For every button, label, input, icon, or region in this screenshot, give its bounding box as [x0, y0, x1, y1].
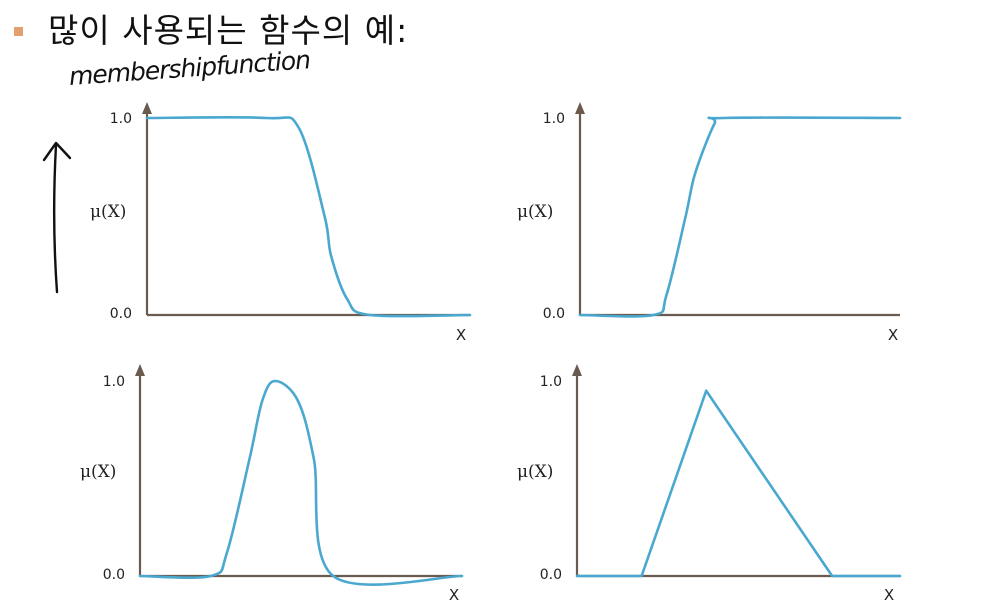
- membership-curve: [575, 389, 902, 578]
- y-tick-label: 1.0: [540, 374, 562, 390]
- x-axis-label: X: [449, 586, 459, 604]
- page-heading: 많이 사용되는 함수의 예:: [48, 11, 409, 50]
- y-axis-label: μ(X): [517, 462, 553, 482]
- y-tick-label: 1.0: [543, 111, 565, 127]
- y-tick-label: 0.0: [540, 567, 562, 583]
- x-axis-label: X: [456, 326, 466, 344]
- y-axis-label: μ(X): [517, 202, 553, 222]
- y-tick-label: 0.0: [543, 306, 565, 322]
- bullet-marker: [14, 27, 23, 36]
- y-axis-label: μ(X): [80, 462, 116, 482]
- membership-curve: [145, 115, 472, 318]
- y-axis-arrow: [135, 364, 145, 376]
- y-tick-label: 0.0: [110, 306, 132, 322]
- y-axis-arrow: [575, 102, 585, 114]
- y-tick-label: 0.0: [103, 567, 125, 583]
- x-axis-label: X: [884, 586, 894, 604]
- y-tick-label: 1.0: [103, 374, 125, 390]
- y-axis-arrow: [142, 102, 152, 114]
- membership-curve: [138, 379, 464, 586]
- y-axis-label: μ(X): [90, 202, 126, 222]
- membership-curve: [578, 116, 902, 318]
- y-axis-arrow: [572, 364, 582, 376]
- x-axis-label: X: [888, 326, 898, 344]
- y-tick-label: 1.0: [110, 111, 132, 127]
